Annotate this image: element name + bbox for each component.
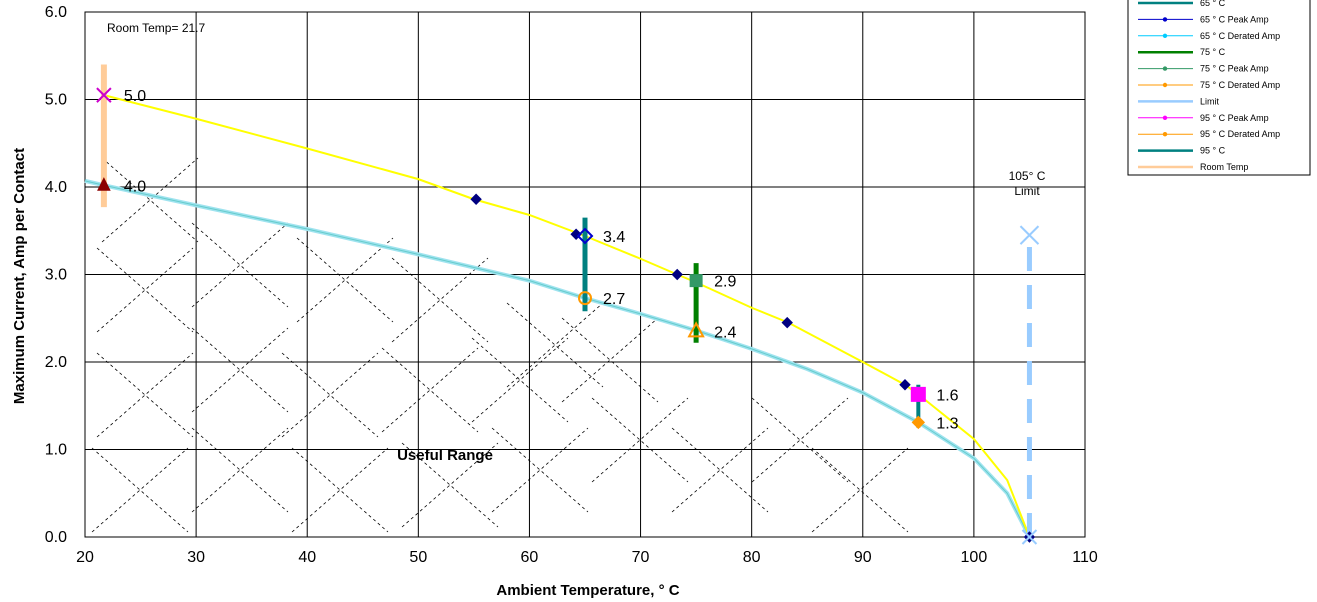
limit-annotation-line1: 105° C xyxy=(1009,169,1046,183)
y-axis-title: Maximum Current, Amp per Contact xyxy=(11,148,28,404)
legend-swatch-marker-4 xyxy=(1162,66,1168,71)
legend-label-4: 75 ° C Peak Amp xyxy=(1200,64,1269,74)
value-label-v_3_4: 3.4 xyxy=(603,229,625,246)
x-tick-label-1: 30 xyxy=(187,549,205,566)
y-tick-label-1: 1.0 xyxy=(45,442,67,459)
derated-curve-line xyxy=(84,180,1030,538)
limit-top-x-b xyxy=(1019,225,1040,245)
legend-swatch-marker-7 xyxy=(1162,115,1168,121)
x-tick-label-0: 20 xyxy=(76,549,94,566)
y-tick-label-4: 4.0 xyxy=(45,179,67,196)
curves xyxy=(84,94,1032,538)
value-label-v_1_3: 1.3 xyxy=(936,415,958,432)
x-tick-label-5: 70 xyxy=(632,549,650,566)
room-peak-x-b xyxy=(96,87,112,103)
legend-swatch-marker-8 xyxy=(1162,132,1168,137)
legend-label-8: 95 ° C Derated Amp xyxy=(1200,129,1280,139)
value-label-v_5_0: 5.0 xyxy=(124,88,146,105)
derated-amp-75c-marker xyxy=(687,321,705,338)
peak-curve xyxy=(103,94,1031,538)
plot-area-border xyxy=(84,11,1086,538)
x-tick-label-7: 90 xyxy=(854,549,872,566)
legend-label-3: 75 ° C xyxy=(1200,47,1226,57)
legend-label-2: 65 ° C Derated Amp xyxy=(1200,31,1280,41)
y-tick-label-5: 5.0 xyxy=(45,92,67,109)
legend-label-1: 65 ° C Peak Amp xyxy=(1200,14,1269,24)
peak-marker-3 xyxy=(781,316,793,329)
y-tick-label-3: 3.0 xyxy=(45,267,67,284)
derated-amp-95c-marker xyxy=(911,415,926,430)
x-tick-label-4: 60 xyxy=(521,549,539,566)
value-label-v_2_7: 2.7 xyxy=(603,291,625,308)
peak-amp-75c-marker xyxy=(689,274,703,288)
legend-label-7: 95 ° C Peak Amp xyxy=(1200,113,1269,123)
x-tick-label-3: 50 xyxy=(409,549,427,566)
y-tick-label-2: 2.0 xyxy=(45,354,67,371)
legend-swatch-marker-5 xyxy=(1162,82,1168,88)
limit-annotation-line2: Limit xyxy=(1014,184,1040,198)
data-markers xyxy=(96,87,1040,545)
legend-label-5: 75 ° C Derated Amp xyxy=(1200,80,1280,90)
value-labels: 5.0 4.0 3.4 2.7 2.9 2.4 1.6 1.3 xyxy=(124,88,959,432)
legend-label-9: 95 ° C xyxy=(1200,146,1226,156)
useful-range-label: Useful Range xyxy=(397,447,493,464)
value-label-v_4_0: 4.0 xyxy=(124,178,146,195)
peak-amp-65c-marker xyxy=(576,227,594,245)
x-tick-label-8: 100 xyxy=(961,549,988,566)
peak-marker-2 xyxy=(671,268,683,281)
y-tick-labels: 0.0 1.0 2.0 3.0 4.0 5.0 6.0 xyxy=(45,4,67,546)
room-temp-annotation: Room Temp= 21.7 xyxy=(107,21,205,35)
legend-label-6: Limit xyxy=(1200,96,1220,106)
legend-swatch-marker-2 xyxy=(1162,33,1168,38)
peak-marker-4 xyxy=(899,379,911,391)
y-tick-label-6: 6.0 xyxy=(45,4,67,21)
x-tick-label-6: 80 xyxy=(743,549,761,566)
x-axis-title: Ambient Temperature, ° C xyxy=(496,582,679,599)
derated-amp-65c-marker xyxy=(578,291,592,306)
value-label-v_2_9: 2.9 xyxy=(714,274,736,291)
value-label-v_1_6: 1.6 xyxy=(936,387,958,404)
peak-marker-0 xyxy=(470,193,482,205)
x-tick-labels: 20 30 40 50 60 70 80 90 100 110 xyxy=(76,549,1098,566)
y-tick-label-0: 0.0 xyxy=(45,529,67,546)
limit-bottom-x-b xyxy=(1021,529,1038,545)
legend-swatch-marker-1 xyxy=(1162,17,1168,22)
peak-amp-95c-marker xyxy=(910,386,926,402)
x-tick-label-2: 40 xyxy=(298,549,316,566)
legend-box xyxy=(1127,0,1311,176)
legend: 65 ° C 65 ° C Peak Amp 65 ° C Derated Amp 7… xyxy=(1127,0,1311,176)
room-derated-triangle xyxy=(97,177,111,191)
x-tick-label-9: 110 xyxy=(1072,549,1098,566)
value-label-v_2_4: 2.4 xyxy=(714,324,736,341)
legend-label-0: 65 ° C xyxy=(1200,0,1226,8)
legend-label-10: Room Temp xyxy=(1200,162,1248,172)
